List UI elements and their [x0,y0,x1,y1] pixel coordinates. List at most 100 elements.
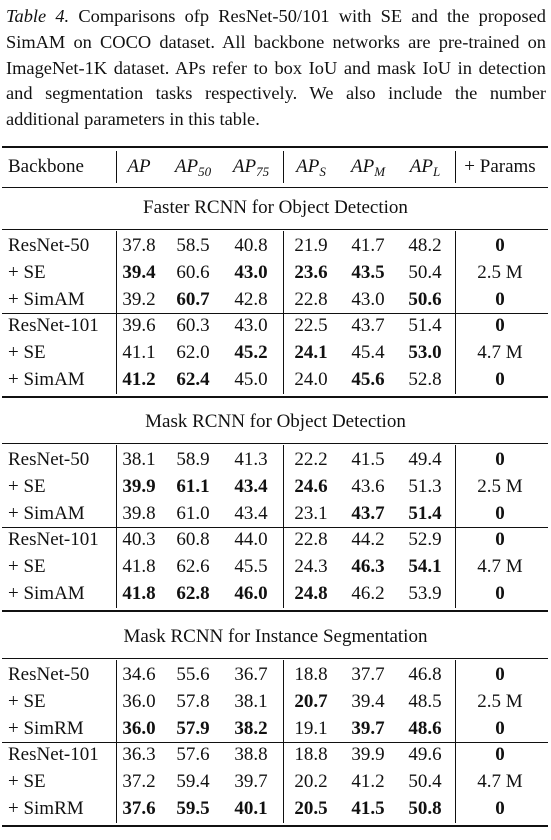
header-ap50-text: AP [174,156,199,177]
row-name: ResNet-101 [8,315,99,337]
header-ap75-text: AP [232,156,257,177]
cell-value: 50.8 [408,798,442,819]
cell-value: 43.4 [234,475,268,497]
cell-value: 22.8 [294,529,328,551]
header-params: + Params [464,156,536,177]
cell-params: 2.5 M [477,475,523,497]
cell-value: 62.8 [176,583,210,604]
header-ap: AP [109,155,169,179]
cell-params: 4.7 M [477,771,523,793]
group-vline [283,445,284,528]
header-ap50-sub: 50 [198,164,212,179]
cell-value: 39.2 [122,288,156,310]
cell-value: 39.9 [122,475,156,497]
row-name: ResNet-50 [8,664,90,685]
cell-value: 43.7 [351,315,385,337]
group-vline [116,311,117,394]
cell-value: 48.6 [408,717,442,739]
header-ap75-sub: 75 [256,164,270,179]
row-name: ResNet-50 [8,449,90,470]
cell-value: 53.0 [408,342,442,364]
cell-value: 37.2 [122,771,156,793]
cell-value: 38.1 [122,449,156,470]
cell-value: 51.3 [408,475,442,497]
cell-value: 46.3 [351,556,385,578]
cell-value: 43.7 [351,502,385,524]
row-name: + SE [8,556,46,578]
row-name: + SE [8,261,46,283]
cell-value: 20.5 [294,798,328,819]
cell-value: 39.4 [351,690,385,712]
header-apl-text: AP [409,156,433,177]
cell-value: 51.4 [408,315,442,337]
caption-label: Table 4. [6,6,70,26]
cell-value: 36.7 [234,664,268,685]
cell-value: 57.9 [176,717,210,739]
cell-params: 0 [495,717,505,739]
cell-params: 0 [495,369,505,390]
cell-value: 38.2 [234,717,268,739]
cell-params: 0 [495,664,505,685]
cell-value: 59.5 [176,798,210,819]
cell-value: 34.6 [122,664,156,685]
cell-params: 0 [495,315,505,337]
cell-value: 43.0 [351,288,385,310]
cell-value: 44.2 [351,529,385,551]
group-rule [2,742,548,744]
cell-value: 54.1 [408,556,442,578]
section-title: Mask RCNN for Object Detection [145,411,406,432]
cell-params: 0 [495,449,505,470]
cell-value: 45.4 [351,342,385,364]
cell-params: 4.7 M [477,556,523,578]
cell-value: 61.0 [176,502,210,524]
cell-value: 61.1 [176,475,210,497]
cell-value: 43.4 [234,502,268,524]
cell-value: 39.7 [234,771,268,793]
group-vline [283,660,284,743]
group-vline [455,231,456,314]
cell-value: 20.7 [294,690,328,712]
cell-value: 41.7 [351,235,385,256]
cell-value: 60.7 [176,288,210,310]
section-rule [2,443,548,444]
section-end-rule [2,609,548,612]
header-aps-sub: S [319,164,326,179]
cell-value: 40.3 [122,529,156,551]
section-end-rule [2,395,548,398]
cell-value: 43.5 [351,261,385,283]
group-vline [116,740,117,823]
cell-params: 0 [495,798,505,819]
cell-value: 57.8 [176,690,210,712]
cell-value: 43.6 [351,475,385,497]
cell-value: 24.3 [294,556,328,578]
header-aps-text: AP [296,156,320,177]
cell-value: 39.8 [122,502,156,524]
cell-value: 19.1 [294,717,328,739]
cell-value: 24.0 [294,369,328,390]
group-vline [283,525,284,608]
row-name: + SE [8,771,46,793]
cell-value: 41.5 [351,449,385,470]
cell-value: 45.0 [234,369,268,390]
cell-value: 41.5 [351,798,385,819]
cell-value: 58.9 [176,449,210,470]
group-vline [116,660,117,743]
cell-value: 45.6 [351,369,385,390]
group-vline [455,525,456,608]
group-vline [455,311,456,394]
section-rule [2,229,548,230]
cell-params: 0 [495,529,505,551]
cell-params: 2.5 M [477,690,523,712]
cell-value: 55.6 [176,664,210,685]
group-rule [2,527,548,529]
cell-value: 60.6 [176,261,210,283]
row-name: ResNet-101 [8,529,99,551]
row-name: ResNet-50 [8,235,90,256]
cell-value: 62.0 [176,342,210,364]
row-name: + SimRM [8,798,84,819]
cell-params: 2.5 M [477,261,523,283]
section-title: Mask RCNN for Instance Segmentation [123,626,428,647]
top-rule [2,146,548,148]
cell-params: 0 [495,288,505,310]
cell-value: 41.2 [122,369,156,390]
